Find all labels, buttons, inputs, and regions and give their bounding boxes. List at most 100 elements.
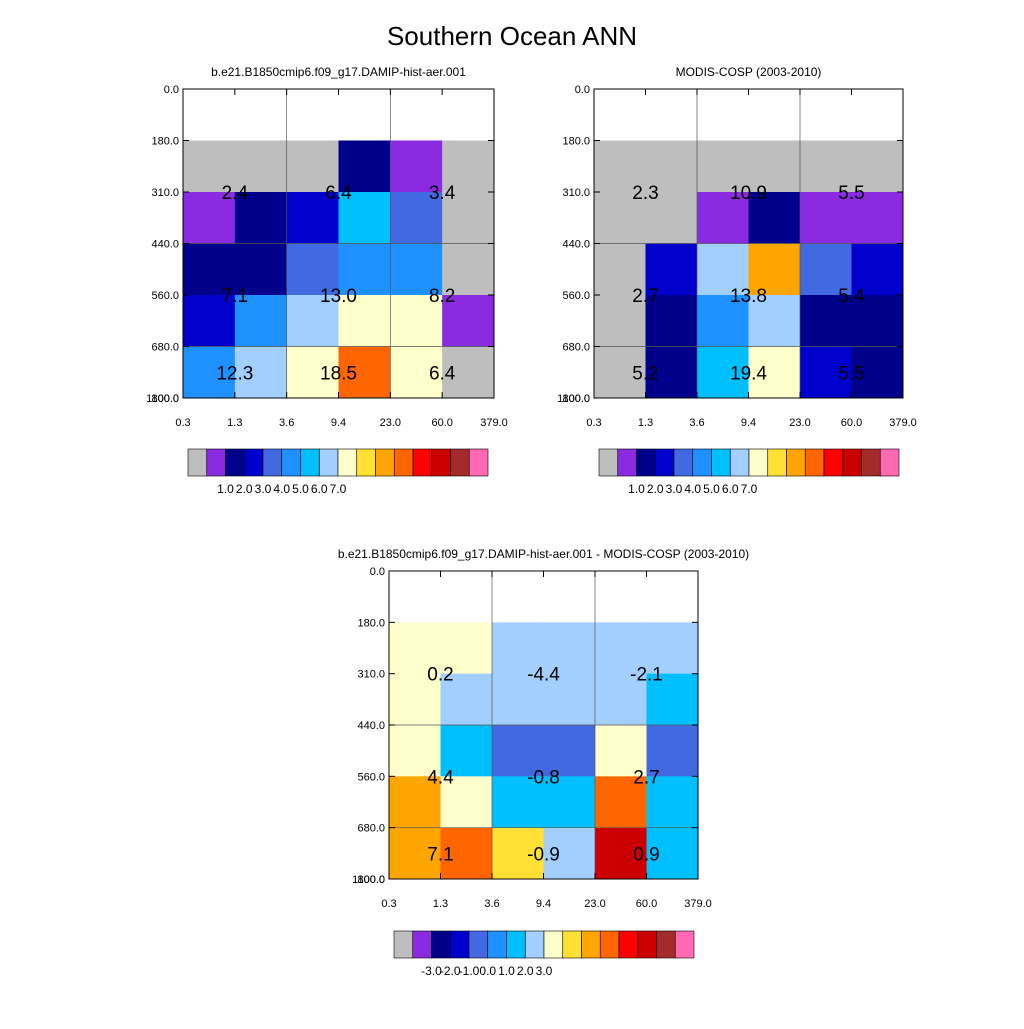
colorbar-label: -1.0 [459, 964, 480, 978]
y-tick-label: 0.0 [370, 566, 385, 578]
colorbar-swatch [581, 930, 601, 959]
colorbar-label: 3.0 [255, 482, 272, 496]
x-tick-label: 379.0 [684, 898, 712, 910]
colorbar-swatch [524, 930, 545, 959]
heatmap-cell [442, 295, 495, 347]
colorbar-swatch [243, 448, 264, 477]
heatmap-cell [748, 192, 801, 244]
heatmap-cell [800, 295, 852, 347]
heatmap-cell [183, 346, 236, 399]
colorbar-label: 2.0 [236, 482, 253, 496]
figure-title: Southern Ocean ANN [387, 21, 637, 51]
heatmap-cell [338, 346, 391, 399]
region-value-label: 3.4 [429, 183, 456, 204]
heatmap-cell [748, 243, 801, 296]
y-tick-label: 800.0 [151, 393, 179, 405]
heatmap-cell [492, 622, 544, 675]
x-tick-label: 1.3 [638, 417, 653, 429]
colorbar-swatch [543, 930, 564, 959]
heatmap-cell [697, 192, 749, 244]
heatmap-cell [748, 140, 801, 193]
colorbar-label: -2.0 [440, 964, 461, 978]
colorbar-swatch [599, 930, 620, 959]
heatmap-cell [442, 346, 495, 399]
y-tick-label: 180.0 [357, 617, 385, 629]
x-tick-label: 9.4 [331, 417, 346, 429]
colorbar-swatch [262, 448, 283, 477]
colorbar-label: 5.0 [292, 482, 309, 496]
panel-title: MODIS-COSP (2003-2010) [676, 65, 822, 79]
heatmap-cell [389, 725, 441, 777]
colorbar-swatch [636, 448, 656, 477]
region-value-label: 13.8 [730, 286, 767, 307]
colorbar-label: 2.0 [517, 964, 534, 978]
y-tick-label: 180.0 [562, 136, 590, 148]
x-tick-label: 23.0 [584, 898, 605, 910]
region-value-label: 12.3 [216, 363, 253, 384]
x-tick-label: 3.6 [689, 417, 704, 429]
x-tick-label: 60.0 [636, 898, 657, 910]
heatmap-cell [338, 295, 391, 347]
region-value-label: 4.4 [427, 767, 454, 788]
heatmap-cell [851, 192, 904, 244]
colorbar-swatch [598, 448, 619, 477]
region-value-label: 2.4 [222, 183, 249, 204]
colorbar-label: 0.0 [479, 964, 496, 978]
region-value-label: 2.7 [633, 767, 659, 788]
y-tick-label: 680.0 [151, 342, 179, 354]
colorbar-label: 6.0 [311, 482, 328, 496]
heatmap-cell [748, 346, 801, 399]
heatmap-cell [389, 776, 441, 829]
colorbar-label: 6.0 [722, 482, 739, 496]
heatmap-cell [645, 140, 698, 193]
heatmap-cell [442, 243, 495, 296]
x-tick-label: 3.6 [279, 417, 294, 429]
heatmap-cell [748, 295, 801, 347]
heatmap-cell [594, 140, 646, 193]
region-value-label: -0.8 [527, 767, 560, 788]
colorbar-swatch [637, 930, 657, 959]
region-value-label: 6.4 [429, 363, 456, 384]
y-tick-label: 800.0 [357, 874, 385, 886]
heatmap-cell [851, 140, 904, 193]
colorbar-swatch [468, 448, 489, 477]
heatmap-cell [286, 243, 339, 296]
x-tick-label: 9.4 [536, 898, 551, 910]
y-tick-label: 680.0 [357, 823, 385, 835]
colorbar-swatch [842, 448, 862, 477]
colorbar-swatch [431, 930, 451, 959]
region-value-label: 2.3 [632, 183, 658, 204]
y-tick-label: 310.0 [151, 187, 179, 199]
colorbar-swatch [786, 448, 806, 477]
x-tick-label: 9.4 [741, 417, 756, 429]
colorbar-swatch [187, 448, 208, 477]
heatmap-cell [646, 673, 699, 726]
heatmap-cell [442, 192, 495, 244]
heatmap-cell [543, 827, 596, 880]
heatmap-cell [645, 243, 698, 296]
heatmap-cell [440, 622, 493, 675]
y-tick-label: 1100.0 [352, 874, 385, 886]
heatmap-cell [595, 776, 647, 829]
heatmap-cell [595, 827, 647, 880]
region-value-label: 0.9 [633, 844, 659, 865]
heatmap-cell [594, 192, 646, 244]
heatmap-cell [440, 776, 493, 829]
region-value-label: 18.5 [320, 363, 357, 384]
colorbar-label: 2.0 [647, 482, 664, 496]
colorbar-swatch [450, 448, 470, 477]
region-value-label: 8.2 [429, 286, 455, 307]
heatmap-cell [697, 346, 749, 399]
colorbar-swatch [412, 930, 432, 959]
heatmap-cell [389, 827, 441, 880]
colorbar-swatch [767, 448, 787, 477]
heatmap-cell [390, 295, 443, 347]
heatmap-cell [543, 673, 596, 726]
colorbar-swatch [300, 448, 320, 477]
x-tick-label: 23.0 [789, 417, 810, 429]
colorbar-swatch [393, 930, 414, 959]
colorbar-swatch [748, 448, 769, 477]
colorbar-swatch [281, 448, 301, 477]
heatmap-cell [389, 622, 441, 675]
